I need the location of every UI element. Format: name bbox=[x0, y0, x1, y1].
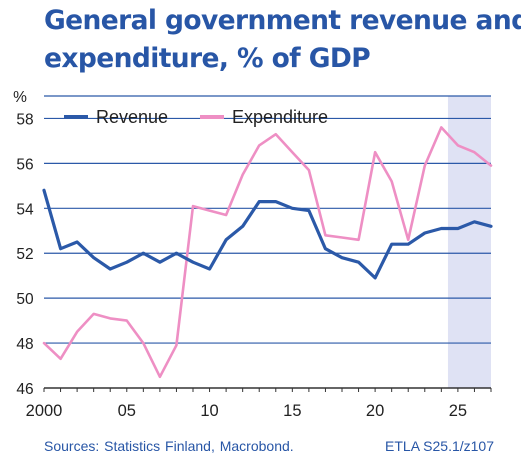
gridlines bbox=[44, 95, 491, 344]
chart-title: General government revenue and expenditu… bbox=[44, 2, 521, 78]
legend: Revenue Expenditure bbox=[64, 107, 328, 127]
series-lines bbox=[42, 126, 493, 379]
forecast-band bbox=[447, 96, 491, 388]
series-line-revenue bbox=[42, 188, 493, 280]
x-tick-label-2010: 10 bbox=[200, 402, 218, 420]
y-axis: 46 48 50 52 54 56 58% bbox=[13, 89, 34, 398]
legend-label-revenue: Revenue bbox=[96, 107, 168, 127]
x-axis: 2000 05 10 15 20 25 bbox=[26, 387, 492, 420]
chart-title-line-2: expenditure, % of GDP bbox=[44, 43, 371, 74]
y-tick-label-46: 46 bbox=[16, 381, 33, 398]
x-tick-label-2020: 20 bbox=[366, 402, 384, 420]
sources-note: Sources: Statistics Finland, Macrobond. bbox=[44, 438, 294, 454]
legend-label-expenditure: Expenditure bbox=[232, 107, 328, 127]
x-tick-label-2015: 15 bbox=[283, 402, 301, 420]
chart-code: ETLA S25.1/z107 bbox=[385, 438, 494, 454]
y-axis-unit-label: % bbox=[13, 89, 27, 106]
series-line-expenditure bbox=[42, 126, 493, 379]
y-tick-label-54: 54 bbox=[16, 201, 34, 218]
y-tick-label-56: 56 bbox=[16, 156, 33, 173]
x-tick-label-2025: 25 bbox=[449, 402, 467, 420]
y-tick-label-52: 52 bbox=[16, 246, 33, 263]
x-tick-label-2000: 2000 bbox=[26, 402, 63, 420]
x-tick-label-2005: 05 bbox=[118, 402, 136, 420]
y-tick-label-58: 58 bbox=[16, 111, 33, 128]
y-tick-label-48: 48 bbox=[16, 336, 33, 353]
y-tick-label-50: 50 bbox=[16, 291, 34, 308]
chart-title-line-1: General government revenue and bbox=[44, 5, 521, 36]
